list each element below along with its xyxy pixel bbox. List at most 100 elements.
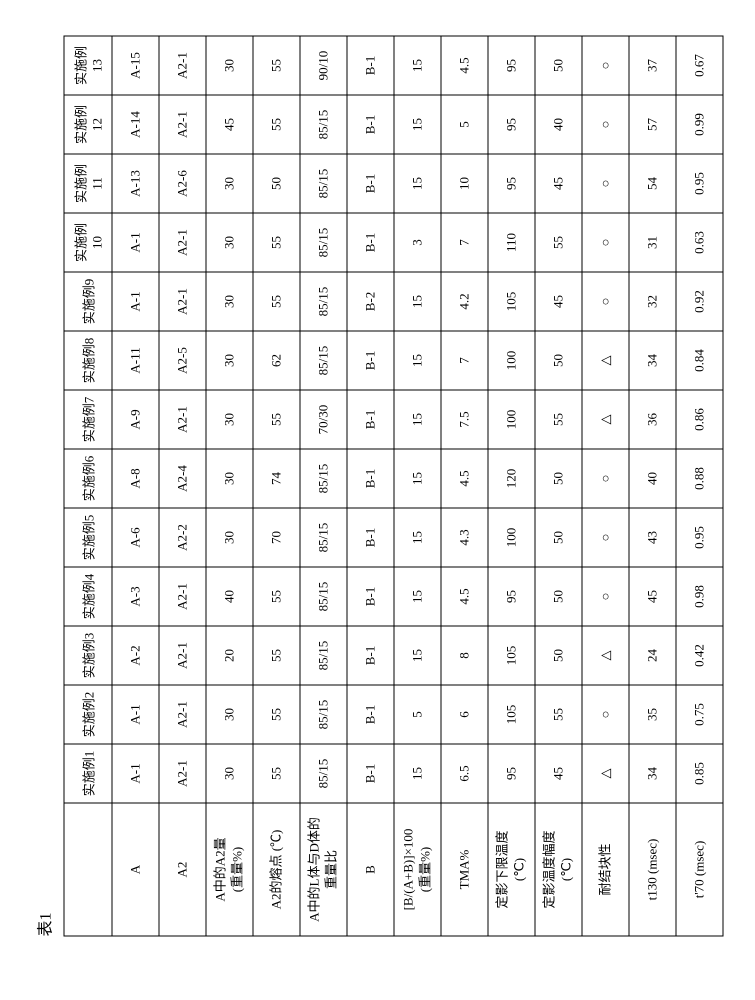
cell: 20 (206, 626, 253, 685)
cell: 10 (441, 154, 488, 213)
cell: 55 (253, 390, 300, 449)
cell: A2-1 (159, 567, 206, 626)
cell: 30 (206, 213, 253, 272)
table-row: 耐结块性△○△○○○△△○○○○○ (582, 36, 629, 936)
cell: 50 (535, 626, 582, 685)
cell: 85/15 (300, 685, 347, 744)
cell: 36 (629, 390, 676, 449)
cell: 40 (629, 449, 676, 508)
cell: ○ (582, 567, 629, 626)
cell: 50 (535, 449, 582, 508)
cell: 7.5 (441, 390, 488, 449)
cell: 100 (488, 331, 535, 390)
cell: 45 (206, 95, 253, 154)
cell: 50 (535, 36, 582, 95)
cell: A-15 (112, 36, 159, 95)
cell: A2-1 (159, 685, 206, 744)
cell: 40 (535, 95, 582, 154)
cell: 43 (629, 508, 676, 567)
col-header: 实施例8 (64, 331, 112, 390)
cell: 0.75 (676, 685, 723, 744)
row-label: t130 (msec) (629, 803, 676, 936)
cell: 4.5 (441, 449, 488, 508)
cell: 55 (253, 272, 300, 331)
cell: B-1 (347, 567, 394, 626)
cell: 90/10 (300, 36, 347, 95)
table-row: A2的熔点 (℃)55555555707455625555505555 (253, 36, 300, 936)
cell: 55 (253, 95, 300, 154)
cell: 0.98 (676, 567, 723, 626)
cell: 30 (206, 508, 253, 567)
cell: 8 (441, 626, 488, 685)
row-label: A中的L体与D体的重量比 (300, 803, 347, 936)
cell: 70 (253, 508, 300, 567)
cell: ○ (582, 508, 629, 567)
cell: 100 (488, 508, 535, 567)
cell: 45 (535, 744, 582, 803)
cell: 100 (488, 390, 535, 449)
cell: 30 (206, 36, 253, 95)
cell: A2-4 (159, 449, 206, 508)
col-header: 实施例10 (64, 213, 112, 272)
table-row: A中的A2量(重量%)30302040303030303030304530 (206, 36, 253, 936)
cell: A-14 (112, 95, 159, 154)
cell: 85/15 (300, 154, 347, 213)
cell: B-1 (347, 626, 394, 685)
cell: 30 (206, 744, 253, 803)
cell: 24 (629, 626, 676, 685)
cell: 30 (206, 685, 253, 744)
cell: 50 (535, 508, 582, 567)
cell: 6 (441, 685, 488, 744)
cell: ○ (582, 95, 629, 154)
cell: 35 (629, 685, 676, 744)
table-row: t130 (msec)34352445434036343231545737 (629, 36, 676, 936)
col-header: 实施例4 (64, 567, 112, 626)
col-header: 实施例9 (64, 272, 112, 331)
cell: 30 (206, 449, 253, 508)
cell: A-1 (112, 272, 159, 331)
col-header: 实施例13 (64, 36, 112, 95)
cell: 0.84 (676, 331, 723, 390)
cell: 34 (629, 331, 676, 390)
cell: ○ (582, 272, 629, 331)
col-header: 实施例1 (64, 744, 112, 803)
cell: 4.5 (441, 36, 488, 95)
table-caption: 表1 (32, 36, 56, 937)
cell: 95 (488, 154, 535, 213)
cell: 30 (206, 272, 253, 331)
cell: A2-2 (159, 508, 206, 567)
cell: ○ (582, 449, 629, 508)
cell: A-11 (112, 331, 159, 390)
cell: 15 (394, 95, 441, 154)
cell: 54 (629, 154, 676, 213)
cell: 37 (629, 36, 676, 95)
cell: 50 (535, 331, 582, 390)
cell: 95 (488, 95, 535, 154)
cell: 55 (253, 744, 300, 803)
cell: ○ (582, 154, 629, 213)
cell: 7 (441, 213, 488, 272)
row-label: 定影温度幅度(℃) (535, 803, 582, 936)
cell: A2-1 (159, 744, 206, 803)
col-header: 实施例3 (64, 626, 112, 685)
cell: 105 (488, 626, 535, 685)
cell: B-1 (347, 508, 394, 567)
cell: A2-5 (159, 331, 206, 390)
table-row: t'70 (msec)0.850.750.420.980.950.880.860… (676, 36, 723, 936)
cell: A2-6 (159, 154, 206, 213)
cell: 5 (394, 685, 441, 744)
cell: 74 (253, 449, 300, 508)
cell: 30 (206, 331, 253, 390)
row-label: A2 (159, 803, 206, 936)
cell: 34 (629, 744, 676, 803)
table-row: AA-1A-1A-2A-3A-6A-8A-9A-11A-1A-1A-13A-14… (112, 36, 159, 936)
cell: 45 (535, 272, 582, 331)
row-label: [B/(A+B)]×100(重量%) (394, 803, 441, 936)
cell: 32 (629, 272, 676, 331)
cell: 85/15 (300, 95, 347, 154)
cell: 15 (394, 390, 441, 449)
cell: 85/15 (300, 508, 347, 567)
cell: B-2 (347, 272, 394, 331)
cell: 55 (253, 626, 300, 685)
cell: A2-1 (159, 272, 206, 331)
